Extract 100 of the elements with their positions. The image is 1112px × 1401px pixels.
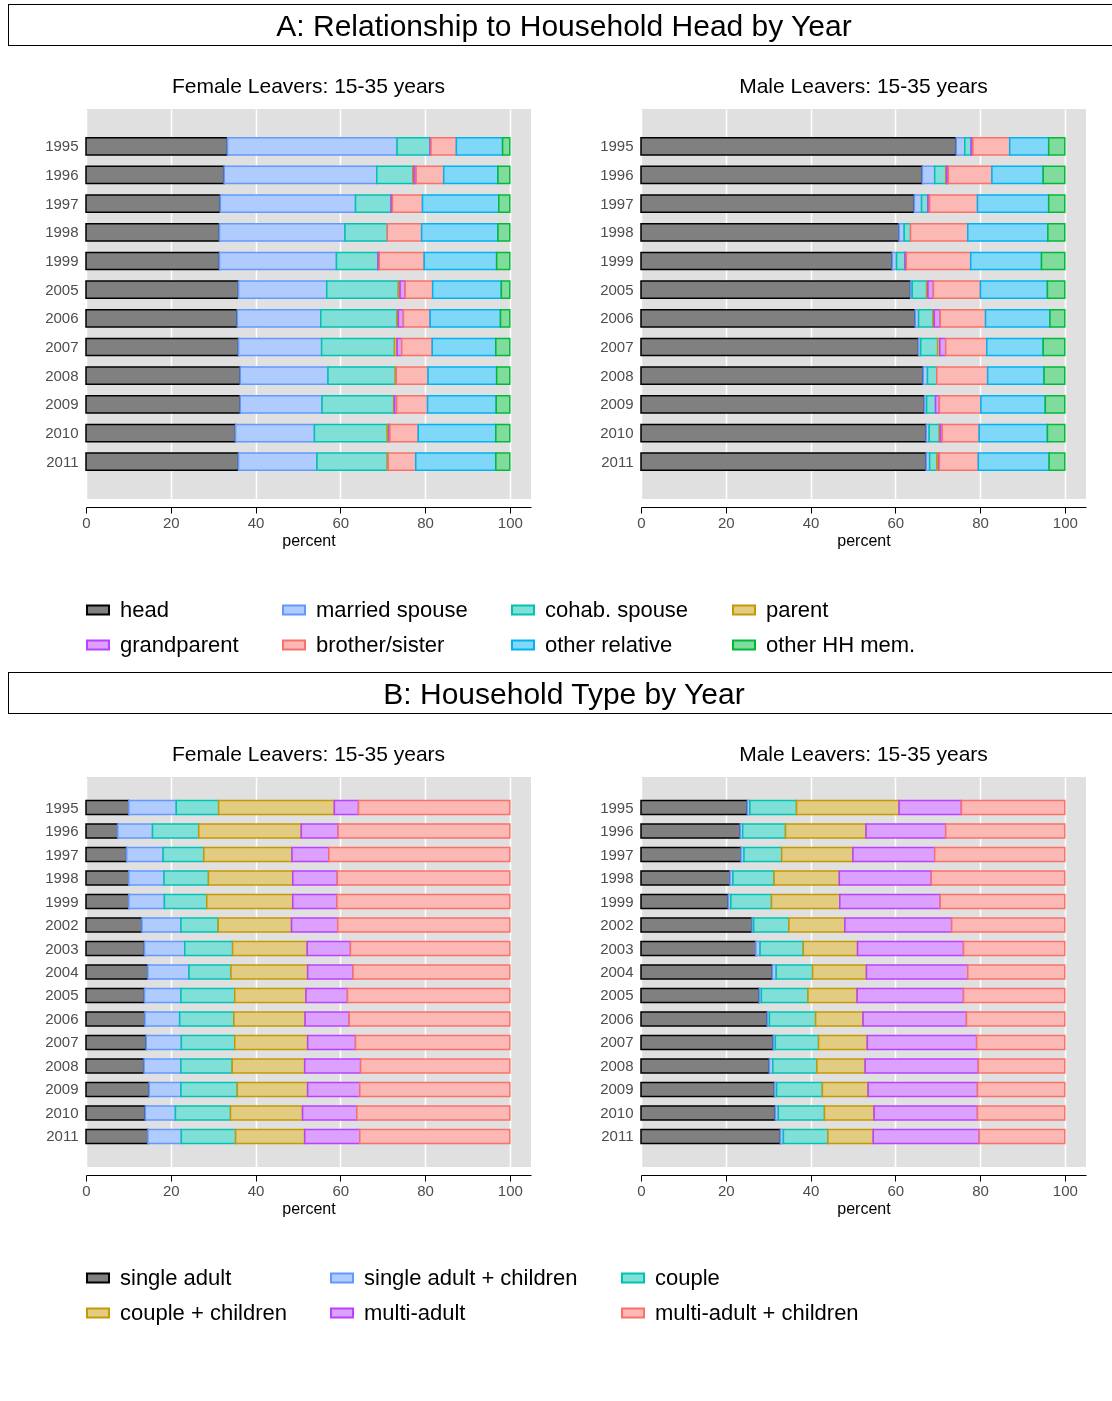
y-tick-label: 1997 (45, 845, 79, 863)
y-tick-label: 2005 (45, 280, 79, 298)
x-axis-title: percent (837, 531, 892, 549)
y-tick-label: 1999 (600, 251, 634, 269)
x-tick-label: 100 (1052, 1181, 1078, 1199)
y-tick-label: 2003 (600, 939, 634, 957)
x-tick-label: 40 (247, 1181, 265, 1199)
y-tick-label: 2007 (600, 338, 634, 356)
y-tick-label: 2011 (46, 1127, 79, 1145)
y-tick-label: 1997 (600, 194, 634, 212)
x-tick-label: 0 (637, 1181, 646, 1199)
legend-label: multi-adult + children (655, 1300, 859, 1325)
chart-subtitle: Male Leavers: 15-35 years (739, 742, 988, 765)
x-tick-label: 20 (717, 513, 735, 531)
y-tick-label: 2009 (600, 1080, 634, 1098)
x-tick-label: 100 (497, 1181, 523, 1199)
y-tick-label: 2010 (45, 424, 79, 442)
y-tick-label: 1996 (45, 165, 79, 183)
y-tick-label: 2005 (600, 280, 634, 298)
legend-label: married spouse (316, 597, 468, 622)
legend-label: cohab. spouse (545, 597, 689, 622)
legend-label: parent (766, 597, 829, 622)
x-tick-label: 80 (417, 513, 434, 531)
legend-label: couple + children (120, 1300, 287, 1325)
y-tick-label: 2011 (601, 452, 634, 470)
y-tick-label: 2009 (600, 395, 634, 413)
y-tick-label: 2010 (45, 1103, 79, 1121)
y-tick-label: 1998 (600, 869, 634, 887)
chart-subtitle: Female Leavers: 15-35 years (171, 74, 446, 97)
y-tick-label: 1998 (45, 869, 79, 887)
x-tick-label: 100 (1052, 513, 1078, 531)
legend-label: multi-adult (364, 1300, 466, 1325)
y-tick-label: 2008 (45, 366, 79, 384)
y-tick-label: 1996 (600, 822, 634, 840)
y-tick-label: 1999 (600, 892, 634, 910)
chart-subtitle: Male Leavers: 15-35 years (739, 74, 988, 97)
y-tick-label: 2007 (45, 338, 79, 356)
y-tick-label: 2011 (46, 452, 79, 470)
y-tick-label: 2008 (45, 1056, 79, 1074)
y-tick-label: 1995 (45, 137, 79, 155)
y-tick-label: 2002 (45, 916, 79, 934)
y-tick-label: 2010 (600, 1103, 634, 1121)
y-tick-label: 2006 (45, 1009, 79, 1027)
legend-label: couple (655, 1265, 720, 1290)
legend-label: other HH mem. (766, 632, 916, 657)
y-tick-label: 1995 (600, 137, 634, 155)
y-tick-label: 2002 (600, 916, 634, 934)
y-tick-label: 2009 (45, 1080, 79, 1098)
x-tick-label: 80 (417, 1181, 434, 1199)
y-tick-label: 2006 (600, 1009, 634, 1027)
x-tick-label: 60 (332, 513, 350, 531)
y-tick-label: 2007 (600, 1033, 634, 1051)
x-axis-title: percent (282, 531, 337, 549)
y-tick-label: 2007 (45, 1033, 79, 1051)
y-tick-label: 1996 (600, 165, 634, 183)
x-tick-label: 80 (972, 1181, 989, 1199)
x-tick-label: 0 (637, 513, 646, 531)
x-tick-label: 20 (717, 1181, 735, 1199)
x-tick-label: 20 (162, 1181, 180, 1199)
y-tick-label: 1995 (45, 798, 79, 816)
y-tick-label: 2010 (600, 424, 634, 442)
y-tick-label: 1997 (600, 845, 634, 863)
x-axis-title: percent (282, 1199, 337, 1217)
chart-title: A: Relationship to Household Head by Year (8, 4, 1112, 46)
x-tick-label: 80 (972, 513, 989, 531)
x-tick-label: 40 (247, 513, 265, 531)
y-tick-label: 2004 (600, 963, 634, 980)
y-tick-label: 2005 (600, 986, 634, 1004)
chart-title: B: Household Type by Year (8, 672, 1112, 714)
y-tick-label: 2009 (45, 395, 79, 413)
chart-subtitle: Female Leavers: 15-35 years (171, 742, 446, 765)
legend-label: single adult (120, 1265, 232, 1290)
y-tick-label: 2006 (600, 309, 634, 327)
x-tick-label: 20 (162, 513, 180, 531)
x-tick-label: 0 (82, 1181, 91, 1199)
y-tick-label: 1998 (45, 223, 79, 241)
x-tick-label: 100 (497, 513, 523, 531)
x-tick-label: 40 (802, 513, 820, 531)
y-tick-label: 1995 (600, 798, 634, 816)
y-tick-label: 2008 (600, 366, 634, 384)
legend-label: head (120, 597, 169, 622)
x-tick-label: 40 (802, 1181, 820, 1199)
y-tick-label: 1998 (600, 223, 634, 241)
y-tick-label: 2005 (45, 986, 79, 1004)
y-tick-label: 2008 (600, 1056, 634, 1074)
y-tick-label: 2003 (45, 939, 79, 957)
x-tick-label: 60 (887, 1181, 905, 1199)
y-tick-label: 2004 (45, 963, 79, 980)
x-tick-label: 0 (82, 513, 91, 531)
x-axis-title: percent (837, 1199, 892, 1217)
legend-label: single adult + children (364, 1265, 578, 1290)
y-tick-label: 1999 (45, 892, 79, 910)
y-tick-label: 1996 (45, 822, 79, 840)
y-tick-label: 1997 (45, 194, 79, 212)
legend-label: other relative (545, 632, 673, 657)
x-tick-label: 60 (887, 513, 905, 531)
legend-label: brother/sister (316, 632, 445, 657)
y-tick-label: 1999 (45, 251, 79, 269)
y-tick-label: 2006 (45, 309, 79, 327)
y-tick-label: 2011 (601, 1127, 634, 1145)
